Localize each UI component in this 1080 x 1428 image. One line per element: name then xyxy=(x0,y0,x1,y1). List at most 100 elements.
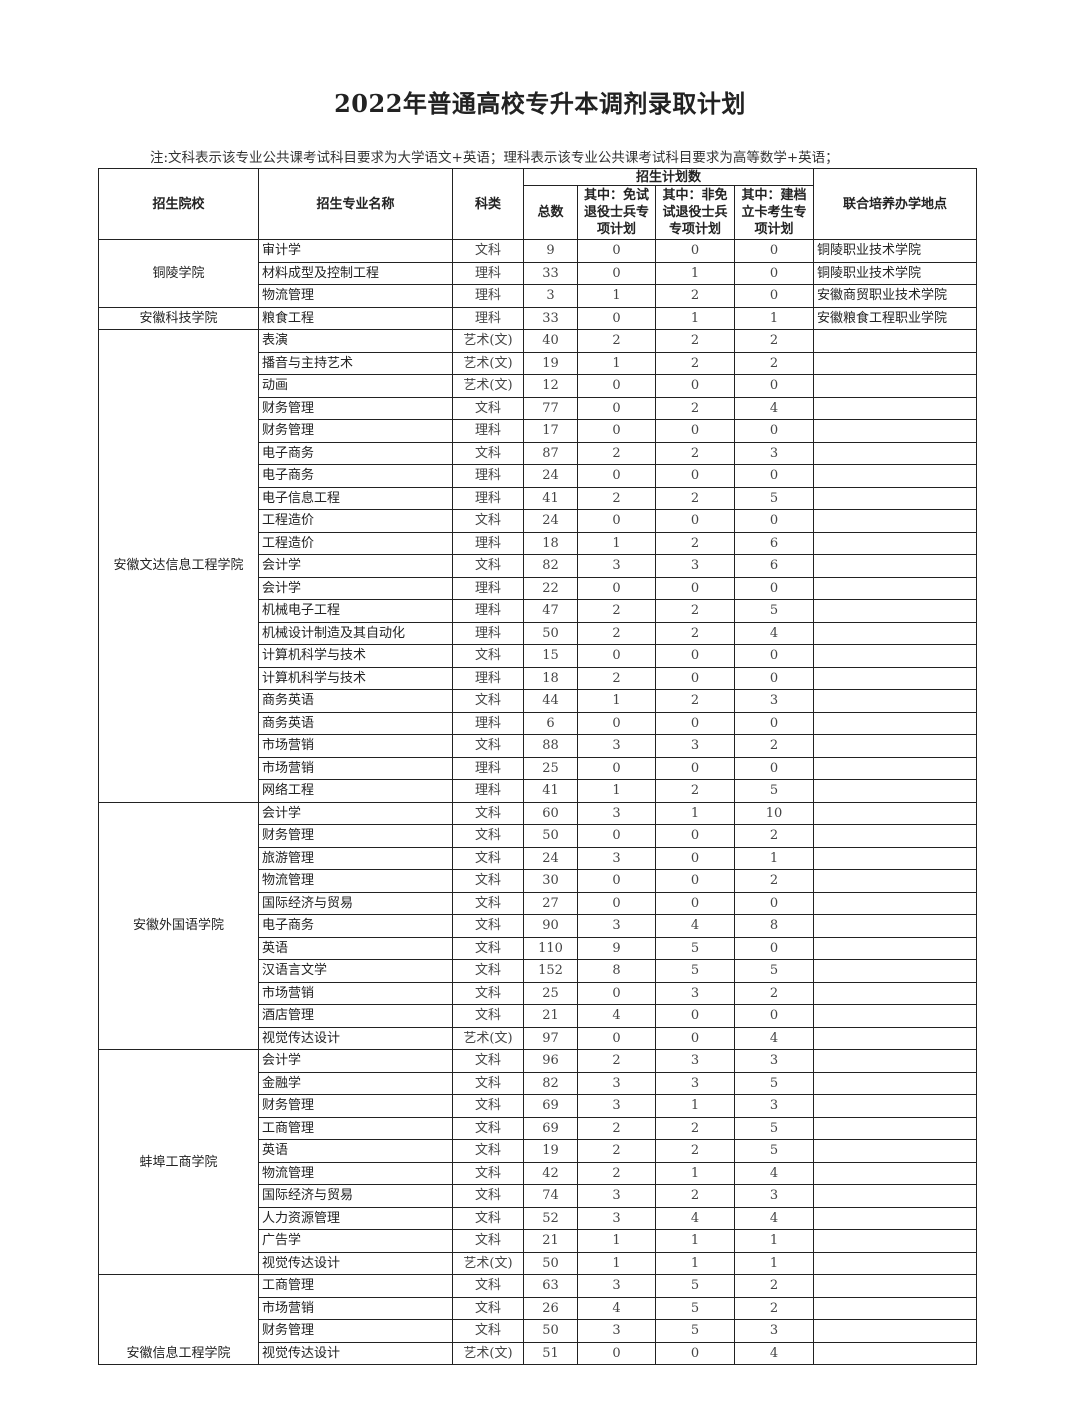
total-cell: 52 xyxy=(523,1206,578,1230)
poverty-cell: 4 xyxy=(733,396,815,420)
veteran-nonexempt-cell: 1 xyxy=(655,1251,735,1275)
major-cell: 汉语言文学 xyxy=(258,959,453,983)
total-cell: 15 xyxy=(523,644,578,668)
total-cell: 87 xyxy=(523,441,578,465)
poverty-cell: 2 xyxy=(733,734,815,758)
total-cell: 25 xyxy=(523,981,578,1005)
major-cell: 动画 xyxy=(258,374,453,398)
table-row: 材料成型及控制工程 理科 33 0 1 0 铜陵职业技术学院 xyxy=(99,261,978,285)
total-cell: 63 xyxy=(523,1274,578,1298)
location-cell xyxy=(813,486,978,510)
location-cell xyxy=(813,576,978,600)
major-cell: 市场营销 xyxy=(258,981,453,1005)
major-cell: 国际经济与贸易 xyxy=(258,891,453,915)
major-cell: 物流管理 xyxy=(258,869,453,893)
location-cell xyxy=(813,1161,978,1185)
veteran-nonexempt-cell: 0 xyxy=(655,846,735,870)
subject-cell: 文科 xyxy=(452,1229,524,1253)
veteran-exempt-cell: 0 xyxy=(577,1341,656,1365)
veteran-exempt-cell: 3 xyxy=(577,734,656,758)
total-cell: 9 xyxy=(523,239,578,263)
veteran-exempt-cell: 1 xyxy=(577,779,656,803)
poverty-cell: 2 xyxy=(733,329,815,353)
poverty-cell: 6 xyxy=(733,531,815,555)
location-cell xyxy=(813,959,978,983)
table-row: 金融学 文科 82 3 3 5 xyxy=(99,1071,978,1095)
poverty-cell: 0 xyxy=(733,891,815,915)
veteran-exempt-cell: 1 xyxy=(577,531,656,555)
table-row: 计算机科学与技术 理科 18 2 0 0 xyxy=(99,666,978,690)
poverty-cell: 4 xyxy=(733,621,815,645)
major-cell: 视觉传达设计 xyxy=(258,1251,453,1275)
total-cell: 82 xyxy=(523,554,578,578)
total-cell: 41 xyxy=(523,779,578,803)
veteran-nonexempt-cell: 2 xyxy=(655,779,735,803)
location-cell xyxy=(813,1319,978,1343)
poverty-cell: 8 xyxy=(733,914,815,938)
veteran-nonexempt-cell: 0 xyxy=(655,756,735,780)
veteran-exempt-cell: 3 xyxy=(577,801,656,825)
veteran-nonexempt-cell: 3 xyxy=(655,554,735,578)
location-cell xyxy=(813,891,978,915)
major-cell: 物流管理 xyxy=(258,1161,453,1185)
veteran-exempt-cell: 1 xyxy=(577,1229,656,1253)
major-cell: 英语 xyxy=(258,1139,453,1163)
veteran-exempt-cell: 3 xyxy=(577,1184,656,1208)
subject-cell: 理科 xyxy=(452,284,524,308)
veteran-exempt-cell: 3 xyxy=(577,1094,656,1118)
poverty-cell: 5 xyxy=(733,1139,815,1163)
veteran-exempt-cell: 2 xyxy=(577,1161,656,1185)
poverty-cell: 3 xyxy=(733,1049,815,1073)
location-cell xyxy=(813,1206,978,1230)
major-cell: 英语 xyxy=(258,936,453,960)
location-cell xyxy=(813,1116,978,1140)
subject-cell: 文科 xyxy=(452,644,524,668)
total-cell: 88 xyxy=(523,734,578,758)
total-cell: 30 xyxy=(523,869,578,893)
location-cell: 铜陵职业技术学院 xyxy=(813,239,978,263)
major-cell: 财务管理 xyxy=(258,419,453,443)
poverty-cell: 0 xyxy=(733,239,815,263)
major-cell: 市场营销 xyxy=(258,756,453,780)
major-cell: 金融学 xyxy=(258,1071,453,1095)
table-row: 英语 文科 19 2 2 5 xyxy=(99,1139,978,1163)
major-cell: 会计学 xyxy=(258,1049,453,1073)
total-cell: 152 xyxy=(523,959,578,983)
poverty-cell: 3 xyxy=(733,1094,815,1118)
table-row: 旅游管理 文科 24 3 0 1 xyxy=(99,846,978,870)
veteran-exempt-cell: 0 xyxy=(577,1026,656,1050)
veteran-nonexempt-cell: 3 xyxy=(655,981,735,1005)
major-cell: 工商管理 xyxy=(258,1274,453,1298)
subject-cell: 艺术(文) xyxy=(452,351,524,375)
location-cell xyxy=(813,734,978,758)
poverty-cell: 2 xyxy=(733,1274,815,1298)
veteran-exempt-cell: 0 xyxy=(577,981,656,1005)
subject-cell: 文科 xyxy=(452,689,524,713)
header-veteran-exempt: 其中：免试退役士兵专项计划 xyxy=(577,185,656,240)
location-cell xyxy=(813,599,978,623)
location-cell xyxy=(813,711,978,735)
location-cell xyxy=(813,621,978,645)
table-row: 人力资源管理 文科 52 3 4 4 xyxy=(99,1206,978,1230)
location-cell xyxy=(813,1071,978,1095)
total-cell: 33 xyxy=(523,261,578,285)
major-cell: 财务管理 xyxy=(258,1094,453,1118)
subject-cell: 文科 xyxy=(452,554,524,578)
table-row: 安徽科技学院 粮食工程 理科 33 0 1 1 安徽粮食工程职业学院 xyxy=(98,306,978,330)
location-cell xyxy=(813,936,978,960)
veteran-nonexempt-cell: 3 xyxy=(655,1049,735,1073)
location-cell xyxy=(813,914,978,938)
veteran-nonexempt-cell: 1 xyxy=(655,261,735,285)
veteran-exempt-cell: 0 xyxy=(577,891,656,915)
total-cell: 51 xyxy=(523,1341,578,1365)
poverty-cell: 0 xyxy=(733,666,815,690)
header-total: 总数 xyxy=(523,185,578,240)
poverty-cell: 4 xyxy=(733,1341,815,1365)
table-row: 蚌埠工商学院 会计学 文科 96 2 3 3 xyxy=(98,1049,978,1275)
header-plan-group: 招生计划数 xyxy=(522,168,815,186)
major-cell: 会计学 xyxy=(258,801,453,825)
veteran-exempt-cell: 1 xyxy=(577,689,656,713)
major-cell: 机械电子工程 xyxy=(258,599,453,623)
total-cell: 19 xyxy=(523,351,578,375)
total-cell: 24 xyxy=(523,464,578,488)
